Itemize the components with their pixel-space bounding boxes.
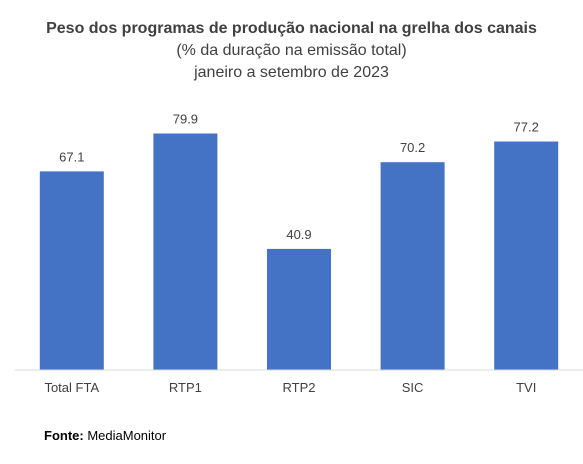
source-note: Fonte: MediaMonitor <box>44 428 166 443</box>
x-tick-label: SIC <box>402 380 424 395</box>
bar-rtp2 <box>267 248 331 370</box>
bar-rtp1 <box>153 133 218 370</box>
x-tick-label: RTP2 <box>283 380 316 395</box>
data-label: 40.9 <box>286 227 311 242</box>
chart-title-block: Peso dos programas de produção nacional … <box>0 18 583 84</box>
source-text: MediaMonitor <box>87 428 167 443</box>
x-tick-label: RTP1 <box>169 380 202 395</box>
x-tick-label: Total FTA <box>44 380 99 395</box>
data-label: 79.9 <box>173 112 198 127</box>
chart-subtitle-2: janeiro a setembro de 2023 <box>194 64 389 81</box>
bar-sic <box>380 162 445 370</box>
data-label: 67.1 <box>59 149 84 164</box>
source-label: Fonte: <box>44 428 84 443</box>
bar-total-fta <box>39 171 104 370</box>
bar-tvi <box>494 141 559 370</box>
data-label: 77.2 <box>514 120 539 135</box>
chart-subtitle-1: (% da duração na emissão total) <box>176 42 407 59</box>
chart-title: Peso dos programas de produção nacional … <box>46 20 537 37</box>
x-tick-label: TVI <box>516 380 536 395</box>
data-label: 70.2 <box>400 140 425 155</box>
